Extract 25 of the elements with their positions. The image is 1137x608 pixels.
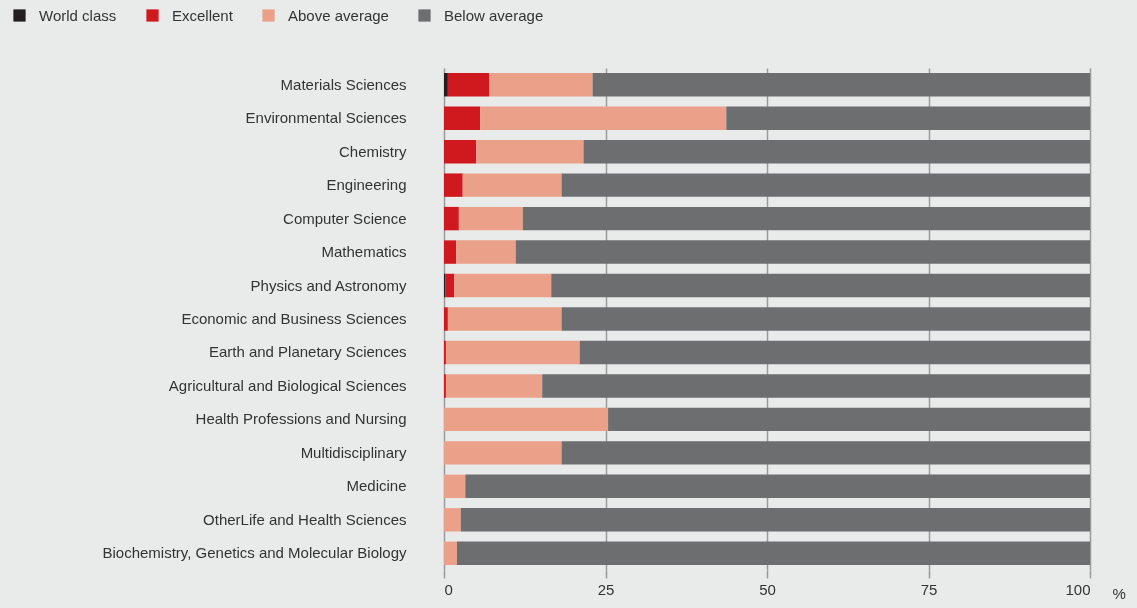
y-tick-label: Health Professions and Nursing [195,410,407,428]
y-tick-label: Agricultural and Biological Sciences [168,376,407,394]
legend-label: Excellent [172,6,234,24]
x-tick-label: 100 [1065,580,1091,598]
legend-label: Above average [288,6,389,24]
x-axis-title: % [1112,584,1126,602]
x-tick-label: 50 [759,580,776,598]
y-tick-label: Biochemistry, Genetics and Molecular Biology [102,544,407,562]
x-tick-label: 25 [597,580,615,598]
y-tick-label: OtherLife and Health Sciences [203,510,407,528]
y-tick-label: Mathematics [321,243,407,261]
x-tick-label: 0 [444,580,453,598]
y-tick-label: Physics and Astronomy [250,276,407,294]
y-tick-label: Multidisciplinary [300,443,407,461]
y-tick-label: Earth and Planetary Sciences [208,343,407,361]
y-tick-label: Economic and Business Sciences [181,310,407,327]
legend-label: World class [39,6,117,24]
y-tick-label: Computer Science [283,209,407,227]
y-tick-label: Chemistry [338,142,407,160]
y-tick-label: Materials Sciences [280,75,407,93]
y-tick-label: Environmental Sciences [245,109,407,127]
y-tick-label: Medicine [346,477,407,495]
x-tick-label: 75 [920,580,938,598]
y-tick-label: Engineering [326,176,407,194]
legend-label: Below average [444,6,544,24]
